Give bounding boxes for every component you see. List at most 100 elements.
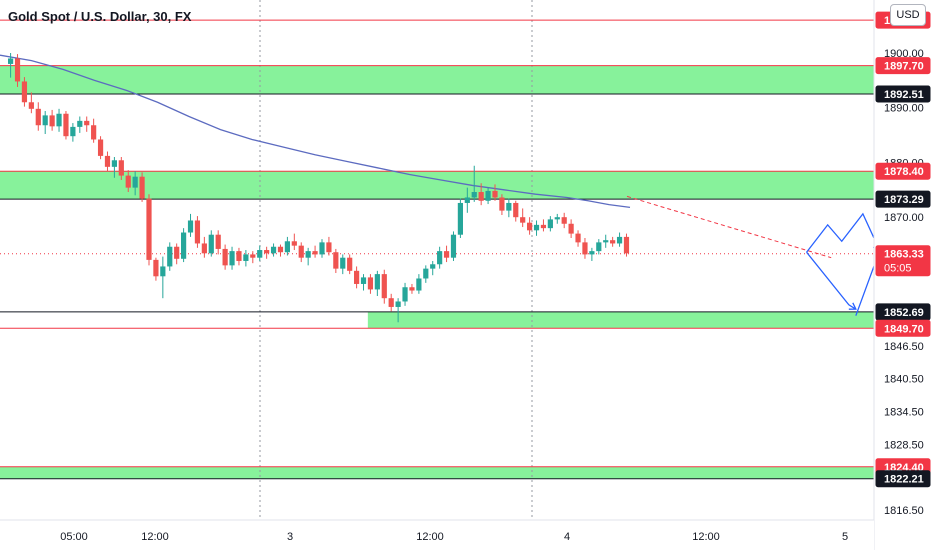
candle [478, 183, 484, 206]
candle [416, 274, 422, 294]
candle [229, 246, 235, 270]
candle-body [533, 224, 540, 231]
candle [623, 233, 630, 257]
candle-body [603, 240, 609, 243]
candle [174, 243, 180, 265]
x-tick-label: 3 [287, 531, 293, 543]
candle [84, 116, 90, 132]
candle [374, 270, 380, 297]
candle [616, 232, 623, 247]
candle [243, 250, 249, 267]
candle-body [547, 219, 553, 229]
y-tick-label: 1900.00 [884, 48, 924, 60]
candle-body [111, 160, 117, 167]
candle [340, 254, 346, 275]
candle-body [118, 160, 124, 176]
candle-body [520, 217, 526, 223]
candle [513, 200, 519, 222]
support-resistance-zone [0, 171, 874, 200]
candle-body [284, 241, 290, 253]
candle [222, 244, 228, 270]
candle-body [270, 246, 277, 254]
candle-body [132, 176, 138, 188]
candle [568, 219, 574, 238]
currency-selector[interactable]: USD [890, 4, 926, 26]
price-label: 1852.69 [875, 303, 931, 321]
candle-body [430, 264, 436, 269]
candle [8, 53, 14, 78]
candle-body [554, 217, 560, 220]
candle-body [326, 242, 332, 253]
candle-body [97, 139, 104, 156]
price-label-box [875, 470, 931, 488]
candle [423, 265, 429, 283]
candle [167, 242, 173, 271]
projection-path [806, 251, 857, 310]
candle [457, 198, 463, 238]
y-tick-label: 1870.00 [884, 212, 924, 224]
candle-body [312, 251, 318, 255]
candle [520, 208, 526, 228]
y-tick-label: 1834.50 [884, 406, 924, 418]
candle-body [457, 202, 463, 235]
candle [215, 230, 221, 255]
price-label-text: 1852.69 [884, 307, 924, 319]
price-label-box [875, 245, 931, 277]
candle [561, 212, 567, 229]
candle-body [21, 81, 28, 103]
time-axis[interactable] [0, 520, 874, 550]
y-tick-label: 1846.50 [884, 341, 924, 353]
candle [450, 231, 457, 261]
candle-body [77, 120, 83, 127]
countdown-label: 05:05 [884, 263, 912, 275]
candle-body [388, 298, 394, 307]
candle [443, 245, 450, 263]
price-label: 1849.70 [875, 319, 931, 337]
candle [575, 230, 581, 247]
candle [354, 266, 360, 289]
price-label-text: 1863.33 [884, 249, 924, 261]
candle [104, 151, 111, 172]
candle [111, 156, 117, 178]
candle-body [437, 251, 443, 265]
candle [527, 217, 533, 235]
candle [118, 156, 124, 180]
price-label-text: 1822.21 [884, 474, 924, 486]
x-tick-label: 12:00 [692, 531, 720, 543]
candle-body [319, 242, 325, 255]
candle [437, 246, 443, 269]
candle-body [63, 113, 69, 137]
candle [70, 123, 76, 142]
support-resistance-zone [0, 65, 874, 94]
arrow-head [848, 302, 857, 310]
candle [201, 236, 207, 258]
price-label: 1863.33 05:05 [875, 245, 931, 277]
candle [49, 109, 55, 131]
candle-body [499, 197, 505, 211]
candle [533, 220, 540, 236]
candle [540, 219, 547, 232]
candle-body [153, 259, 159, 277]
candle-body [374, 274, 380, 290]
candle-body [194, 220, 201, 244]
candle-body [478, 192, 484, 201]
candle [409, 283, 415, 294]
candle-body [367, 277, 374, 290]
candle [499, 194, 505, 216]
candle [146, 194, 152, 266]
price-label-text: 1849.70 [884, 323, 924, 335]
candle-body [443, 251, 450, 258]
candle-body [464, 197, 470, 203]
y-tick-label: 1890.00 [884, 103, 924, 115]
price-label: 1822.21 [875, 470, 931, 488]
candle-body [91, 125, 97, 140]
candle [485, 187, 491, 205]
candle-body [360, 277, 367, 284]
candle-body [616, 236, 623, 244]
candle [125, 170, 131, 193]
candle [360, 274, 367, 291]
candle [430, 260, 436, 276]
candle-body [395, 301, 401, 307]
candle [42, 111, 48, 135]
